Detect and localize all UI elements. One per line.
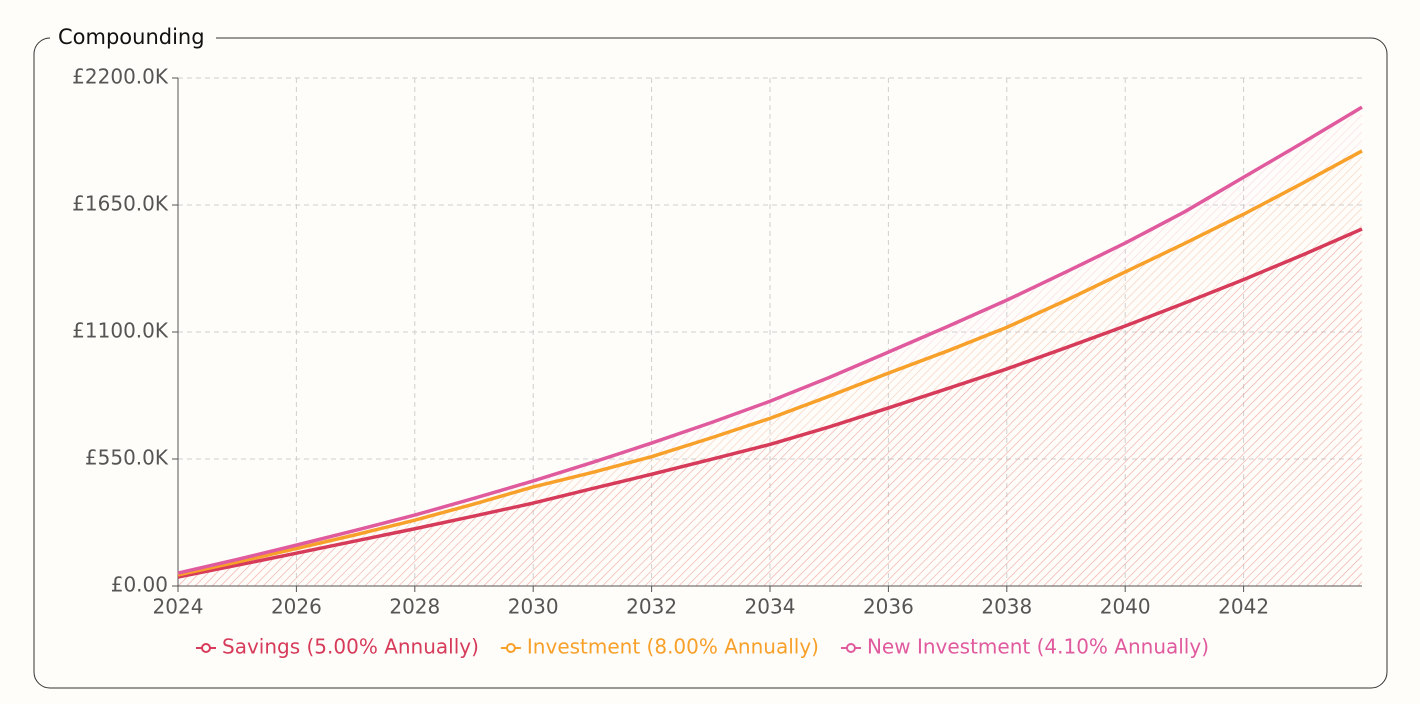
legend-label: Investment (8.00% Annually)	[527, 635, 819, 659]
y-tick-label: £1100.0K	[72, 319, 169, 343]
legend-marker	[201, 643, 211, 653]
x-tick-label: 2036	[863, 595, 914, 619]
legend-label: Savings (5.00% Annually)	[222, 635, 479, 659]
series-line	[177, 149, 1363, 577]
legend-item[interactable]: Investment (8.00% Annually)	[500, 635, 819, 659]
legend-item[interactable]: Savings (5.00% Annually)	[196, 635, 479, 659]
legend-label: New Investment (4.10% Annually)	[867, 635, 1209, 659]
x-tick-label: 2030	[508, 595, 559, 619]
card-border	[33, 37, 1388, 689]
series-line	[177, 227, 1363, 579]
y-tick-label: £1650.0K	[72, 192, 169, 216]
x-tick-label: 2038	[981, 595, 1032, 619]
x-tick-label: 2034	[745, 595, 796, 619]
legend-marker	[845, 643, 856, 653]
x-tick-label: 2042	[1218, 595, 1269, 619]
x-tick-label: 2032	[626, 595, 677, 619]
legend-item[interactable]: New Investment (4.10% Annually)	[840, 635, 1209, 659]
legend-marker	[505, 643, 516, 653]
x-tick-label: 2040	[1100, 595, 1151, 619]
x-tick-label: 2028	[389, 595, 440, 619]
y-tick-label: £550.0K	[85, 446, 169, 470]
series-area	[178, 229, 1362, 587]
y-tick-label: £2200.0K	[72, 65, 169, 89]
chart-title: Compounding	[58, 25, 205, 49]
x-tick-label: 2024	[153, 595, 204, 619]
title-backdrop	[50, 26, 216, 50]
x-tick-label: 2026	[271, 595, 322, 619]
plot: £0.00 £550.0K £1100.0K £1650.0K £2200.0K 2024…	[72, 65, 1363, 659]
y-tick-label: £0.00	[111, 573, 168, 597]
series-line	[177, 105, 1363, 575]
